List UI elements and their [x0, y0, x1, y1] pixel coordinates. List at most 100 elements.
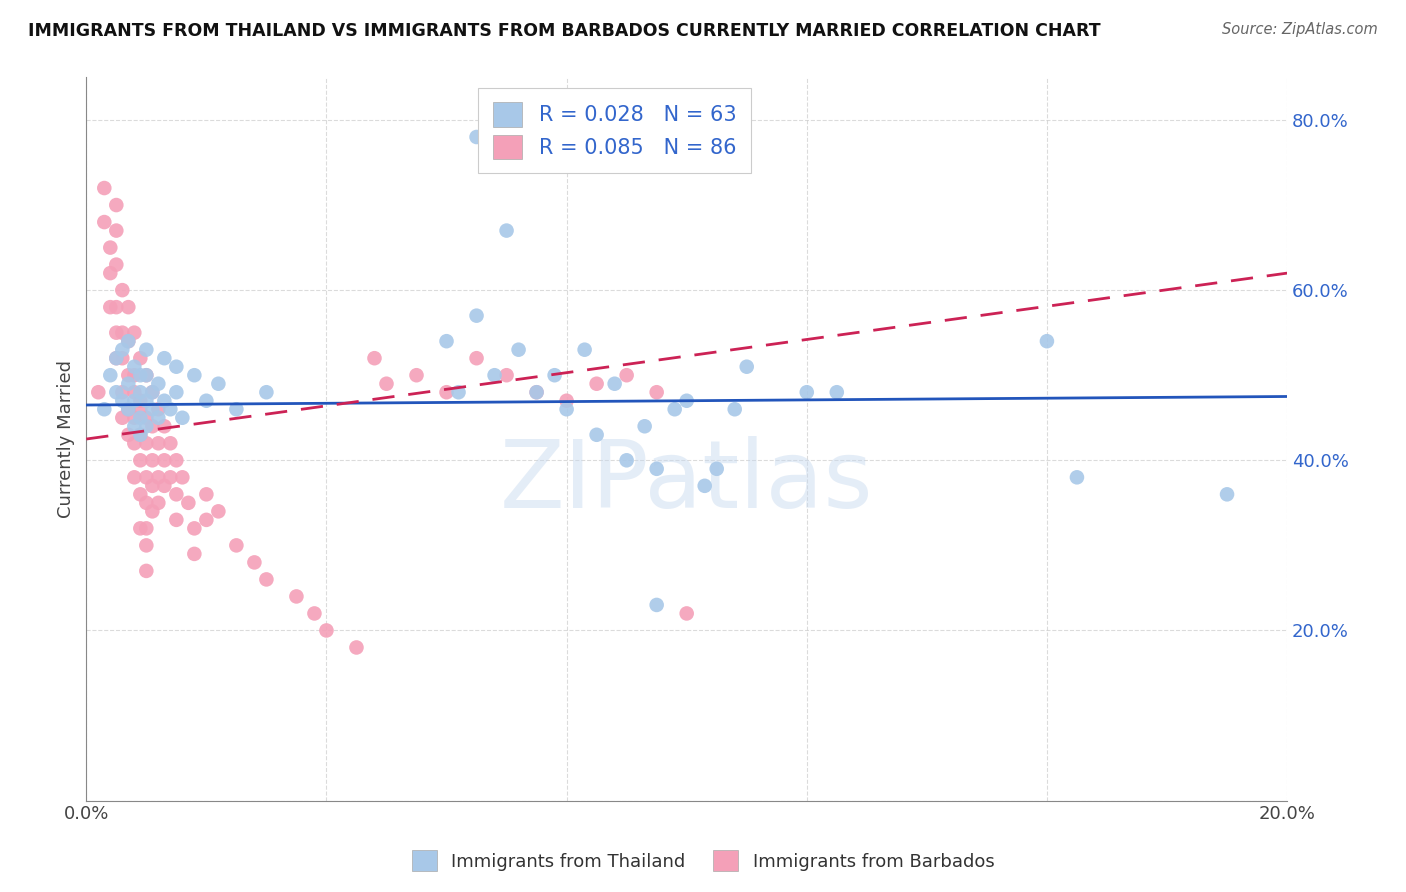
Point [148, 410, 170, 425]
Point [706, 462, 728, 476]
Point [825, 385, 848, 400]
Point [93, 402, 115, 417]
Point [225, 538, 247, 552]
Point [304, 607, 326, 621]
Point [105, 385, 128, 400]
Point [124, 359, 146, 374]
Point [315, 624, 337, 638]
Point [508, 343, 530, 357]
Point [1216, 487, 1239, 501]
Point [117, 334, 139, 348]
Point [117, 376, 139, 391]
Point [129, 368, 152, 383]
Text: IMMIGRANTS FROM THAILAND VS IMMIGRANTS FROM BARBADOS CURRENTLY MARRIED CORRELATI: IMMIGRANTS FROM THAILAND VS IMMIGRANTS F… [28, 22, 1101, 40]
Point [129, 427, 152, 442]
Point [148, 470, 170, 484]
Point [129, 487, 152, 501]
Point [165, 453, 187, 467]
Point [111, 410, 134, 425]
Point [645, 462, 668, 476]
Point [177, 496, 200, 510]
Point [225, 402, 247, 417]
Point [1036, 334, 1059, 348]
Point [148, 402, 170, 417]
Point [98, 368, 121, 383]
Point [135, 564, 157, 578]
Point [724, 402, 747, 417]
Point [129, 402, 152, 417]
Point [93, 181, 115, 195]
Point [105, 198, 128, 212]
Point [148, 496, 170, 510]
Point [117, 300, 139, 314]
Point [148, 436, 170, 450]
Point [585, 376, 607, 391]
Point [124, 419, 146, 434]
Point [735, 359, 758, 374]
Point [87, 385, 110, 400]
Point [153, 351, 176, 366]
Point [117, 402, 139, 417]
Point [98, 266, 121, 280]
Point [585, 427, 607, 442]
Point [436, 334, 458, 348]
Point [195, 487, 218, 501]
Point [465, 130, 488, 145]
Point [346, 640, 368, 655]
Point [1066, 470, 1088, 484]
Point [124, 385, 146, 400]
Point [141, 385, 163, 400]
Point [159, 470, 181, 484]
Point [124, 436, 146, 450]
Point [405, 368, 427, 383]
Point [172, 410, 194, 425]
Point [135, 419, 157, 434]
Point [195, 513, 218, 527]
Point [574, 343, 596, 357]
Point [183, 521, 205, 535]
Point [526, 385, 548, 400]
Point [645, 598, 668, 612]
Point [98, 241, 121, 255]
Point [603, 376, 626, 391]
Point [105, 351, 128, 366]
Point [93, 215, 115, 229]
Point [105, 300, 128, 314]
Point [195, 393, 218, 408]
Point [693, 479, 716, 493]
Point [159, 402, 181, 417]
Point [135, 496, 157, 510]
Point [111, 343, 134, 357]
Point [675, 607, 697, 621]
Point [243, 555, 266, 569]
Point [105, 326, 128, 340]
Point [117, 368, 139, 383]
Point [207, 376, 229, 391]
Point [555, 402, 578, 417]
Point [183, 368, 205, 383]
Point [141, 419, 163, 434]
Point [153, 479, 176, 493]
Point [105, 258, 128, 272]
Point [634, 419, 657, 434]
Point [135, 343, 157, 357]
Point [135, 538, 157, 552]
Point [98, 300, 121, 314]
Point [129, 385, 152, 400]
Point [111, 385, 134, 400]
Point [207, 504, 229, 518]
Point [495, 368, 517, 383]
Point [375, 376, 398, 391]
Point [153, 453, 176, 467]
Text: Source: ZipAtlas.com: Source: ZipAtlas.com [1222, 22, 1378, 37]
Point [135, 436, 157, 450]
Point [183, 547, 205, 561]
Point [616, 368, 638, 383]
Point [135, 470, 157, 484]
Point [129, 521, 152, 535]
Point [135, 521, 157, 535]
Point [117, 427, 139, 442]
Point [135, 368, 157, 383]
Legend: R = 0.028   N = 63, R = 0.085   N = 86: R = 0.028 N = 63, R = 0.085 N = 86 [478, 87, 751, 173]
Point [111, 326, 134, 340]
